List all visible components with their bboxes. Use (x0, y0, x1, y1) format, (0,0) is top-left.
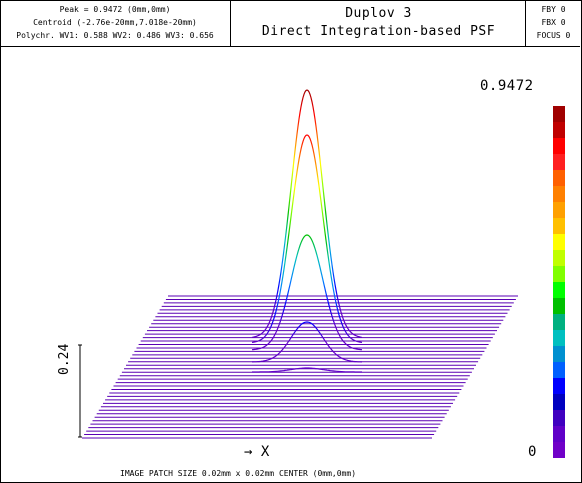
arrow-right-icon: → (244, 444, 253, 460)
centroid-text: Centroid (-2.76e-20mm,7.018e-20mm) (33, 18, 197, 27)
x-axis-label: → X (244, 444, 269, 460)
system-title: Duplov 3 (345, 6, 412, 21)
colorbar-segment (553, 250, 565, 267)
colorbar-segment (553, 138, 565, 155)
footer-info: IMAGE PATCH SIZE 0.02mm x 0.02mm CENTER … (120, 469, 357, 478)
colorbar-segment (553, 426, 565, 443)
psf-peak-lines (251, 89, 363, 373)
psf-profile-line (251, 134, 363, 343)
colorbar-segment (553, 314, 565, 331)
colorbar-segment (553, 394, 565, 411)
colorbar-segment (553, 234, 565, 251)
plot-subtitle: Direct Integration-based PSF (261, 24, 496, 39)
colorbar-segment (553, 186, 565, 203)
title-panel: Duplov 3 Direct Integration-based PSF (232, 0, 526, 46)
colorbar-segment (553, 122, 565, 139)
x-axis-text: X (260, 444, 270, 460)
focus-text: FOCUS 0 (536, 31, 571, 40)
colorbar-segment (553, 170, 565, 187)
colorbar-min-label: 0 (528, 444, 537, 460)
colorbar-segment (553, 346, 565, 363)
colorbar-segment (553, 298, 565, 315)
info-panel-right: FBY 0 FBX 0 FOCUS 0 (527, 0, 580, 46)
colorbar-segment (553, 106, 565, 123)
colorbar-segment (553, 202, 565, 219)
colorbar-segment (553, 410, 565, 427)
psf-profile-line (251, 89, 363, 338)
peak-text: Peak = 0.9472 (0mm,0mm) (59, 5, 171, 14)
header: Peak = 0.9472 (0mm,0mm) Centroid (-2.76e… (0, 0, 580, 47)
colorbar-segment (553, 266, 565, 283)
fbx-text: FBX 0 (541, 18, 566, 27)
colorbar-segment (553, 282, 565, 299)
surface-grid (82, 295, 518, 439)
colorbar (553, 106, 565, 458)
colorbar-segment (553, 154, 565, 171)
polychromatic-text: Polychr. WV1: 0.588 WV2: 0.486 WV3: 0.65… (16, 31, 214, 40)
info-panel-left: Peak = 0.9472 (0mm,0mm) Centroid (-2.76e… (0, 0, 231, 46)
colorbar-segment (553, 362, 565, 379)
psf-profile-line (251, 234, 363, 351)
colorbar-segment (553, 378, 565, 395)
psf-profile-line (252, 367, 362, 373)
fby-text: FBY 0 (541, 5, 566, 14)
colorbar-segment (553, 442, 565, 458)
colorbar-max-label: 0.9472 (480, 78, 534, 94)
colorbar-segment (553, 218, 565, 235)
colorbar-segment (553, 330, 565, 347)
psf-profile-line (252, 321, 362, 363)
z-scale-label: 0.24 (57, 343, 72, 375)
